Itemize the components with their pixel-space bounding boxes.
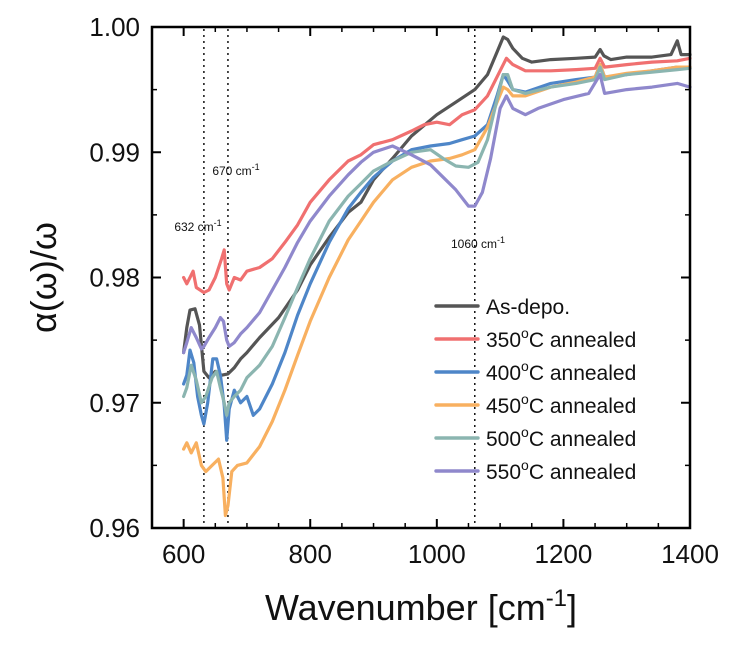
y-axis-title: α(ω)/ω	[23, 222, 64, 333]
legend-label: As-depo.	[486, 296, 570, 319]
annotations: 632 cm-1 670 cm-1 1060 cm-1	[174, 29, 505, 526]
series-line	[182, 35, 692, 380]
x-tick-label: 1400	[661, 539, 719, 569]
series-line	[182, 56, 692, 295]
annotation-label: 632 cm-1	[174, 218, 221, 234]
legend-label: 500oC annealed	[486, 424, 636, 451]
y-tick-label: 0.97	[89, 388, 140, 418]
legend-item: 350oC annealed	[434, 325, 636, 352]
series-line	[182, 62, 692, 442]
legend-item: 450oC annealed	[434, 391, 636, 418]
series-line	[182, 65, 692, 417]
legend-label: 350oC annealed	[486, 325, 636, 352]
y-tick-label: 0.99	[89, 137, 140, 167]
series-layer	[182, 35, 692, 518]
legend-item: 550oC annealed	[434, 457, 636, 484]
series-line	[182, 73, 692, 355]
legend-item: As-depo.	[434, 296, 570, 319]
x-tick-label: 800	[289, 539, 332, 569]
x-tick-label: 1200	[534, 539, 592, 569]
legend: As-depo. 350oC annealed 400oC annealed 450o…	[434, 296, 636, 484]
legend-label: 450oC annealed	[486, 391, 636, 418]
x-axis-title-sup: -1	[546, 585, 567, 612]
x-axis-title-end: ]	[567, 587, 577, 628]
legend-item: 400oC annealed	[434, 358, 636, 385]
legend-label: 550oC annealed	[486, 457, 636, 484]
y-tick-label: 1.00	[89, 12, 140, 42]
legend-label: 400oC annealed	[486, 358, 636, 385]
x-tick-label: 600	[162, 539, 205, 569]
y-tick-label: 0.98	[89, 263, 140, 293]
y-tick-label: 0.96	[89, 513, 140, 543]
x-axis-title: Wavenumber [cm-1]	[265, 585, 577, 628]
annotation-label: 1060 cm-1	[451, 235, 505, 251]
axis-ticks: 600 800 1000 1200 1400 0.96 0.97 0.98 0.99 1.00	[89, 12, 719, 569]
x-tick-label: 1000	[408, 539, 466, 569]
x-axis-title-main: Wavenumber [cm	[265, 587, 546, 628]
legend-item: 500oC annealed	[434, 424, 636, 451]
annotation-label: 670 cm-1	[212, 162, 259, 178]
